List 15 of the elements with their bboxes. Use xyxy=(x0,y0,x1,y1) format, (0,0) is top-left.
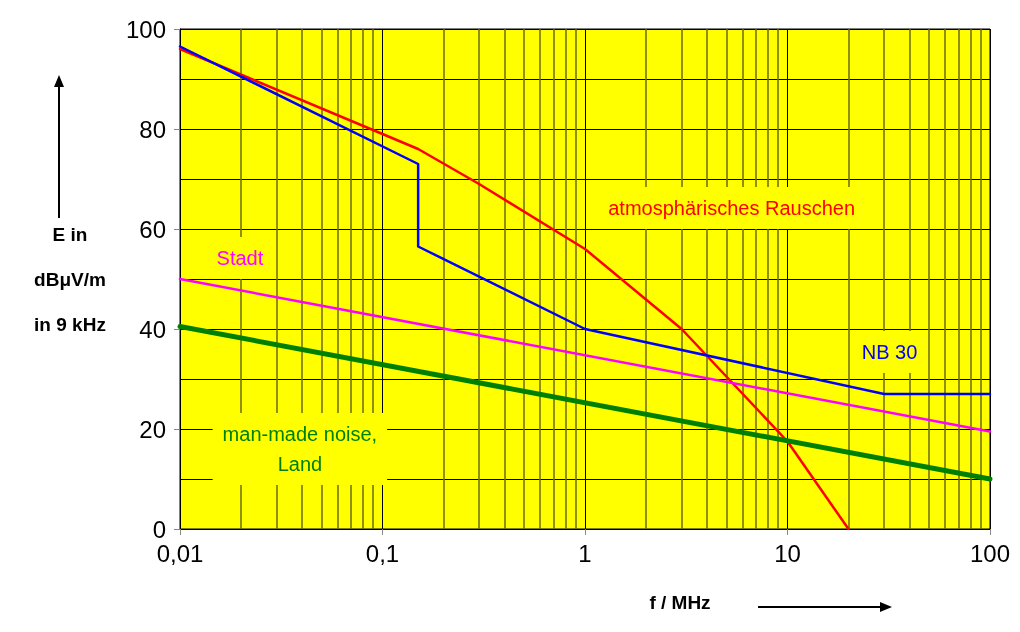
text: man-made noise, Land xyxy=(222,423,378,475)
y-tick-label: 40 xyxy=(139,315,166,343)
y-tick-label: 60 xyxy=(139,215,166,243)
y-tick-label: 80 xyxy=(139,115,166,143)
y-tick-label: 100 xyxy=(125,15,166,43)
series-label: atmosphärisches Rauschen xyxy=(608,197,856,219)
x-tick-label: 100 xyxy=(969,539,1011,567)
y-tick-label: 20 xyxy=(139,415,166,443)
x-tick-label: 1 xyxy=(578,539,592,567)
x-tick-label: 10 xyxy=(774,539,801,567)
x-tick-label: 0,1 xyxy=(365,539,400,567)
series-label: Stadt xyxy=(216,247,264,269)
text: E in dBμV/m in 9 kHz xyxy=(34,223,106,335)
x-axis-title: f / MHz xyxy=(649,591,711,613)
series-label: NB 30 xyxy=(861,341,918,363)
